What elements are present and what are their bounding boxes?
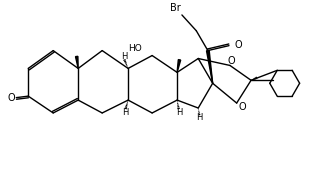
Text: O: O — [228, 56, 235, 66]
Text: H: H — [176, 108, 182, 117]
Polygon shape — [207, 50, 213, 83]
Text: Br: Br — [170, 3, 181, 13]
Text: O: O — [234, 40, 242, 50]
Polygon shape — [76, 56, 78, 68]
Text: H: H — [122, 108, 129, 117]
Text: O: O — [7, 93, 15, 103]
Text: O: O — [238, 102, 246, 112]
Text: H: H — [197, 113, 203, 122]
Text: H: H — [121, 52, 127, 61]
Text: HO: HO — [128, 45, 142, 53]
Polygon shape — [177, 60, 181, 72]
